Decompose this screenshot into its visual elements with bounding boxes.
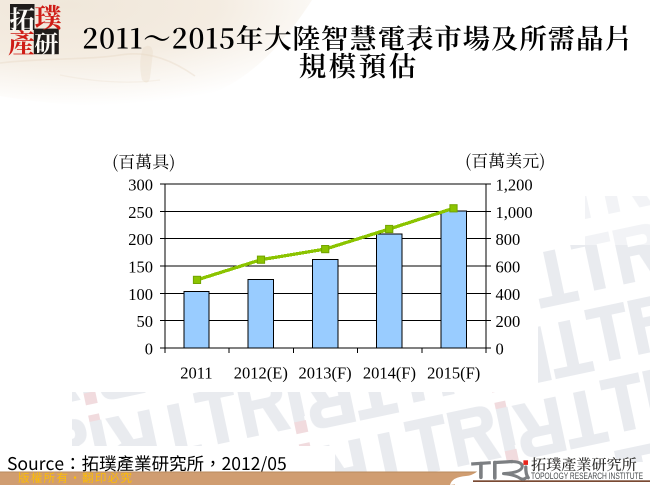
svg-text:2013(F): 2013(F)	[299, 364, 352, 383]
svg-text:2011: 2011	[180, 364, 212, 383]
svg-text:2012(E): 2012(E)	[234, 364, 288, 383]
svg-text:200: 200	[496, 312, 521, 331]
svg-text:300: 300	[128, 176, 153, 195]
svg-text:400: 400	[496, 285, 521, 304]
svg-text:0: 0	[496, 340, 504, 359]
svg-text:2014(F): 2014(F)	[363, 364, 416, 383]
svg-text:TOPOLOGY RESEARCH INSTITUTE: TOPOLOGY RESEARCH INSTITUTE	[531, 470, 643, 481]
svg-text:1,200: 1,200	[496, 176, 533, 195]
svg-text:2015(F): 2015(F)	[427, 364, 480, 383]
svg-text:100: 100	[128, 285, 153, 304]
svg-text:250: 250	[128, 203, 153, 222]
svg-text:50: 50	[137, 312, 154, 331]
svg-text:800: 800	[496, 230, 521, 249]
svg-text:600: 600	[496, 258, 521, 277]
svg-text:0: 0	[145, 340, 153, 359]
svg-text:1,000: 1,000	[496, 203, 533, 222]
svg-text:200: 200	[128, 230, 153, 249]
svg-text:150: 150	[128, 258, 153, 277]
